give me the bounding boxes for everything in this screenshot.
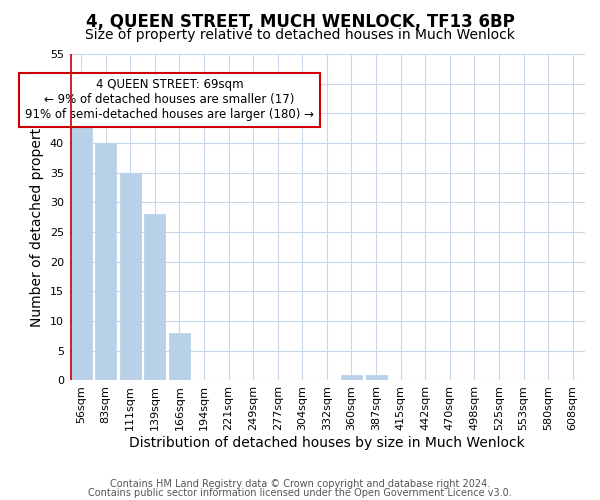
Bar [71, 120, 92, 380]
Bar [145, 214, 166, 380]
Bar [95, 143, 116, 380]
Text: Contains HM Land Registry data © Crown copyright and database right 2024.: Contains HM Land Registry data © Crown c… [110, 479, 490, 489]
Bar [169, 333, 190, 380]
Bar [365, 374, 386, 380]
Text: Contains public sector information licensed under the Open Government Licence v3: Contains public sector information licen… [88, 488, 512, 498]
Text: Size of property relative to detached houses in Much Wenlock: Size of property relative to detached ho… [85, 28, 515, 42]
Y-axis label: Number of detached properties: Number of detached properties [30, 108, 44, 326]
Bar [341, 374, 362, 380]
Text: 4, QUEEN STREET, MUCH WENLOCK, TF13 6BP: 4, QUEEN STREET, MUCH WENLOCK, TF13 6BP [86, 12, 514, 30]
Bar [120, 172, 141, 380]
X-axis label: Distribution of detached houses by size in Much Wenlock: Distribution of detached houses by size … [129, 436, 525, 450]
Text: 4 QUEEN STREET: 69sqm
← 9% of detached houses are smaller (17)
91% of semi-detac: 4 QUEEN STREET: 69sqm ← 9% of detached h… [25, 78, 314, 122]
